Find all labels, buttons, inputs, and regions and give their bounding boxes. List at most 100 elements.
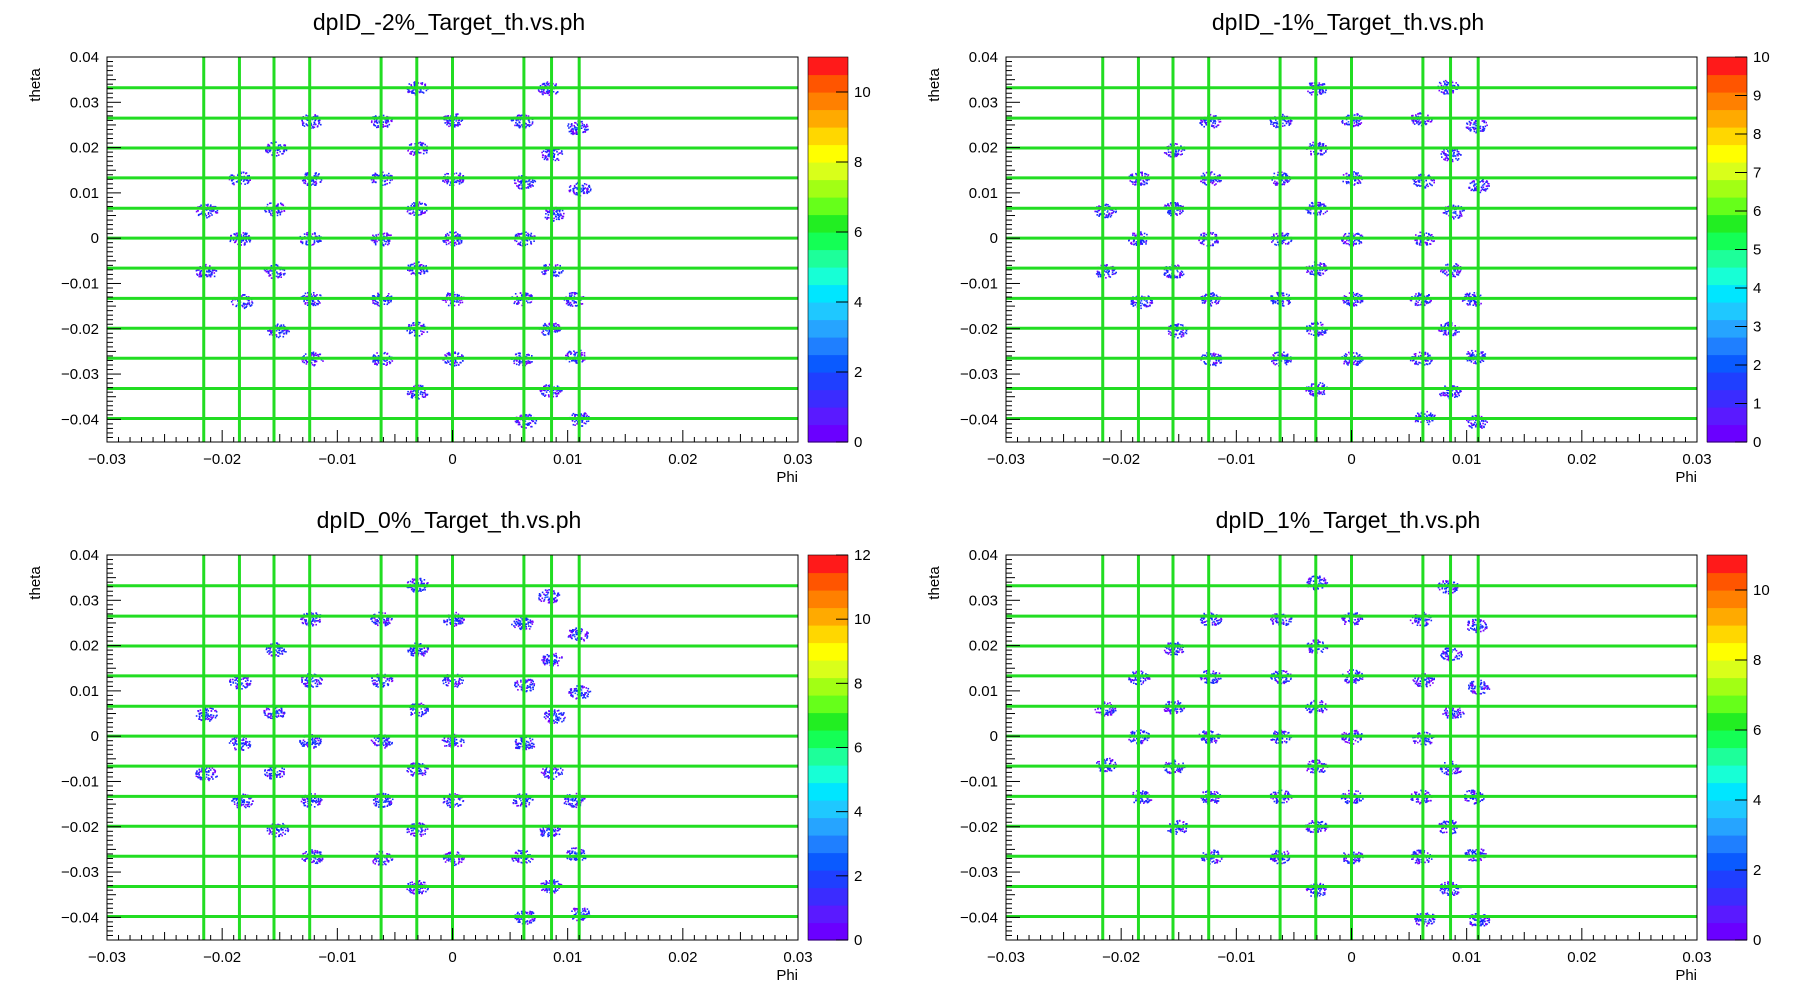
data-spot xyxy=(511,616,534,631)
color-scale-label: 0 xyxy=(854,932,862,949)
y-tick-label: 0.02 xyxy=(969,638,998,655)
data-spots xyxy=(195,577,592,925)
y-axis-label: theta xyxy=(926,566,943,600)
histogram-plot: dpID_0%_Target_th.vs.ph−0.03 −0.02 −0.01 0 0… xyxy=(27,507,871,984)
y-tick-label: 0.01 xyxy=(70,185,99,202)
color-scale: 0 2 4 6 8 10 xyxy=(1706,554,1770,949)
x-tick-label: −0.03 xyxy=(88,949,126,966)
data-spot xyxy=(1167,323,1189,339)
y-tick-label: 0 xyxy=(990,728,998,745)
data-spot xyxy=(409,702,429,718)
panel-dpid-0: dpID_0%_Target_th.vs.ph −0.03 −0.02 −0.01 0 0… xyxy=(0,498,899,996)
color-scale-label: 2 xyxy=(1753,862,1761,879)
data-spot xyxy=(1414,912,1436,927)
color-scale-label: 0 xyxy=(1753,434,1761,451)
color-scale: 0 2 4 6 8 10 xyxy=(807,56,871,451)
data-spot xyxy=(1199,611,1223,627)
data-spot xyxy=(195,707,218,722)
y-tick-label: −0.03 xyxy=(960,864,998,881)
y-tick-label: 0.01 xyxy=(70,683,99,700)
x-tick-label: −0.01 xyxy=(1217,451,1255,468)
x-tick-label: 0.02 xyxy=(668,949,697,966)
y-tick-label: −0.04 xyxy=(61,411,99,428)
x-tick-label: 0 xyxy=(448,451,456,468)
data-spot xyxy=(1199,113,1222,129)
color-scale-label: 9 xyxy=(1753,88,1761,105)
y-tick-label: 0.03 xyxy=(70,592,99,609)
y-tick-label: −0.01 xyxy=(960,275,998,292)
x-axis-label: Phi xyxy=(1675,469,1697,486)
x-tick-label: 0.01 xyxy=(1452,949,1481,966)
data-spot xyxy=(567,627,589,642)
x-tick-label: 0.03 xyxy=(783,949,812,966)
data-spot xyxy=(443,611,465,627)
grid-lines xyxy=(107,57,798,442)
data-spot xyxy=(543,709,566,724)
x-tick-label: 0 xyxy=(448,949,456,966)
data-spot xyxy=(510,113,534,129)
x-axis: −0.03 −0.02 −0.01 0 0.01 0.02 0.03 xyxy=(987,928,1712,966)
histogram-plot: dpID_-2%_Target_th.vs.ph−0.03 −0.02 −0.01 0… xyxy=(27,9,871,486)
data-spot xyxy=(195,263,218,279)
x-tick-label: −0.02 xyxy=(203,451,241,468)
data-spots xyxy=(195,81,592,429)
data-spots xyxy=(1094,79,1490,429)
data-spot xyxy=(267,323,290,339)
data-spot xyxy=(195,203,219,219)
y-tick-label: 0.04 xyxy=(70,547,99,564)
color-scale-label: 6 xyxy=(854,740,862,757)
x-axis-label: Phi xyxy=(776,967,798,984)
y-tick-label: 0.01 xyxy=(969,185,998,202)
y-tick-label: 0.04 xyxy=(969,547,998,564)
x-axis: −0.03 −0.02 −0.01 0 0.01 0.02 0.03 xyxy=(88,430,813,468)
color-scale-label: 2 xyxy=(1753,357,1761,374)
data-spot xyxy=(195,766,218,782)
color-scale-label: 8 xyxy=(1753,126,1761,143)
color-scale-label: 0 xyxy=(1753,932,1761,949)
y-tick-label: 0.02 xyxy=(70,140,99,157)
x-tick-label: 0.02 xyxy=(1567,451,1596,468)
color-scale: 0 1 2 3 4 5 6 7 8 9 10 xyxy=(1706,49,1770,451)
color-scale-label: 3 xyxy=(1753,319,1761,336)
color-scale-label: 10 xyxy=(1753,49,1770,66)
panel-dpid-minus2: dpID_-2%_Target_th.vs.ph −0.03 −0.02 −0.01 0… xyxy=(0,0,899,498)
data-spot xyxy=(442,231,465,247)
y-tick-label: −0.01 xyxy=(61,773,99,790)
grid-lines xyxy=(107,555,798,940)
y-tick-label: 0.03 xyxy=(70,94,99,111)
data-spot xyxy=(1094,701,1117,717)
y-tick-label: 0.01 xyxy=(969,683,998,700)
color-scale-label: 6 xyxy=(1753,203,1761,220)
color-scale-label: 1 xyxy=(1753,396,1761,413)
y-tick-label: 0.03 xyxy=(969,94,998,111)
x-axis-label: Phi xyxy=(776,469,798,486)
y-tick-label: −0.04 xyxy=(960,411,998,428)
color-scale-label: 2 xyxy=(854,868,862,885)
color-scale: 0 2 4 6 8 10 12 xyxy=(807,547,871,949)
x-axis: −0.03 −0.02 −0.01 0 0.01 0.02 0.03 xyxy=(987,430,1712,468)
x-tick-label: 0.03 xyxy=(1682,949,1711,966)
y-tick-label: 0.02 xyxy=(969,140,998,157)
x-tick-label: −0.03 xyxy=(987,949,1025,966)
histogram-plot: dpID_-1%_Target_th.vs.ph −0.03 −0.02 −0.01 0… xyxy=(926,9,1770,486)
color-scale-label: 4 xyxy=(854,804,862,821)
x-tick-label: −0.03 xyxy=(88,451,126,468)
histogram-plot: dpID_1%_Target_th.vs.ph −0.03 −0.02 −0.01 0 0… xyxy=(926,507,1770,984)
data-spot xyxy=(301,114,322,129)
x-tick-label: −0.03 xyxy=(987,451,1025,468)
color-scale-label: 8 xyxy=(1753,652,1761,669)
chart-title: dpID_1%_Target_th.vs.ph xyxy=(1216,507,1481,533)
data-spot xyxy=(1409,611,1433,627)
y-axis: 0.04 0.03 0.02 0.01 0 −0.01 −0.02 −0.03 −0.04 xyxy=(960,547,1020,941)
panel-dpid-minus1: dpID_-1%_Target_th.vs.ph −0.03 −0.02 −0.01 0… xyxy=(899,0,1798,498)
y-axis-label: theta xyxy=(926,68,943,102)
color-scale-label: 5 xyxy=(1753,242,1761,259)
y-tick-label: −0.03 xyxy=(61,864,99,881)
x-tick-label: −0.02 xyxy=(1102,451,1140,468)
data-spot xyxy=(514,413,538,429)
chart-title: dpID_-1%_Target_th.vs.ph xyxy=(1212,9,1484,35)
data-spot xyxy=(567,120,589,136)
y-tick-label: −0.02 xyxy=(61,321,99,338)
x-tick-label: −0.01 xyxy=(1217,949,1255,966)
color-scale-label: 8 xyxy=(854,154,862,171)
